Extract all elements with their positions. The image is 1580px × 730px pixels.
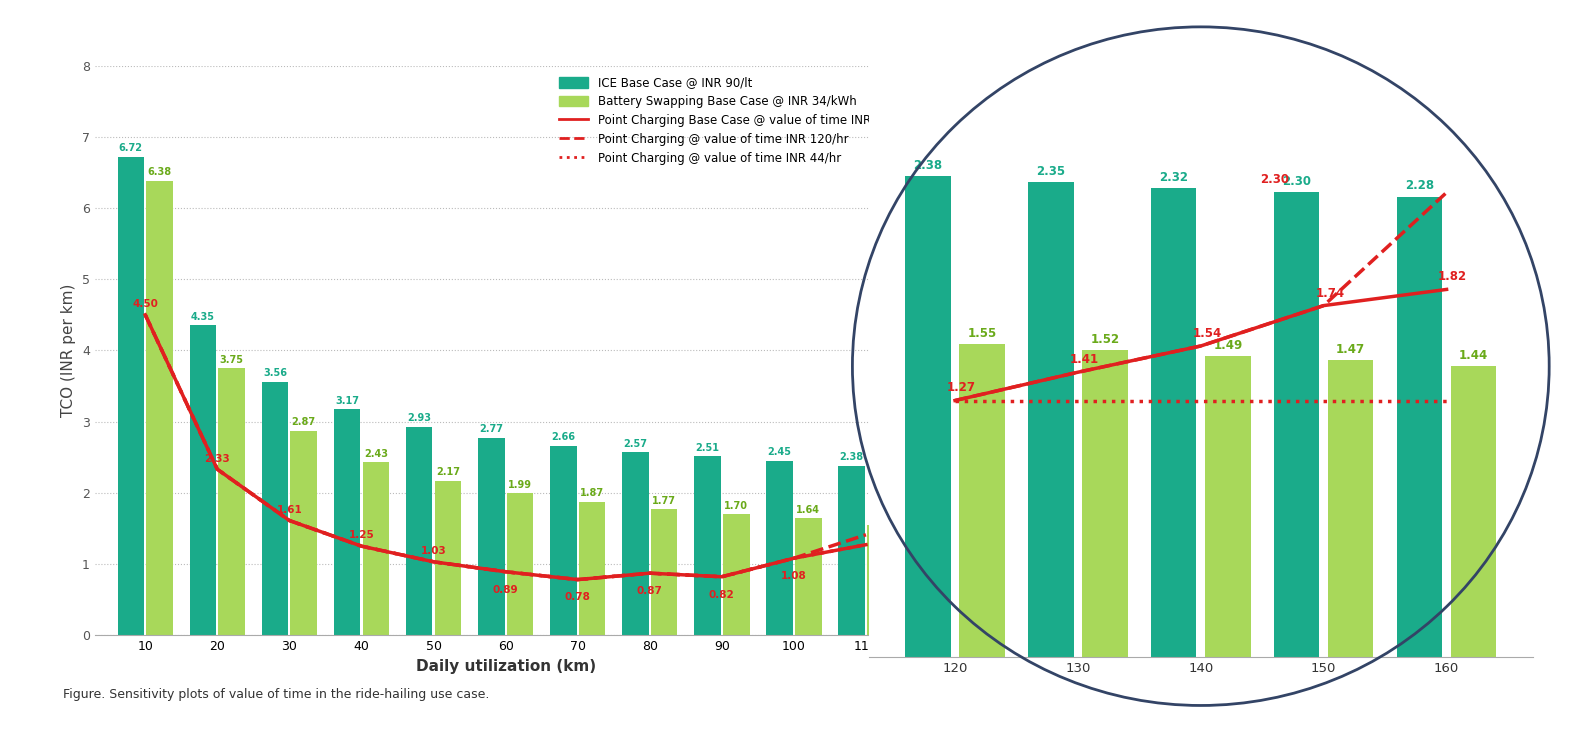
Bar — [905, 177, 951, 657]
Bar — [959, 344, 1005, 657]
Text: 2.32: 2.32 — [1160, 172, 1188, 185]
Bar — [1082, 350, 1128, 657]
Text: 1.70: 1.70 — [724, 501, 749, 510]
Bar — [867, 525, 894, 635]
Text: 1.49: 1.49 — [1213, 339, 1242, 352]
Text: 1.55: 1.55 — [967, 327, 997, 340]
Bar — [839, 466, 864, 635]
Text: 1.82: 1.82 — [1438, 270, 1468, 283]
Text: 1.27: 1.27 — [946, 382, 976, 394]
Text: 1.52: 1.52 — [1090, 333, 1120, 346]
Text: 2.66: 2.66 — [551, 432, 575, 442]
Bar — [1029, 182, 1074, 657]
Text: 1.44: 1.44 — [1458, 349, 1488, 362]
Bar — [262, 382, 288, 635]
Text: 0.89: 0.89 — [493, 585, 518, 594]
Bar — [1152, 188, 1196, 657]
Text: 1.55: 1.55 — [869, 511, 893, 521]
Y-axis label: TCO (INR per km): TCO (INR per km) — [62, 284, 76, 417]
Text: 2.45: 2.45 — [768, 447, 792, 457]
X-axis label: Daily utilization (km): Daily utilization (km) — [416, 658, 596, 674]
Bar — [507, 493, 534, 635]
Bar — [623, 452, 649, 635]
Text: 1.03: 1.03 — [420, 546, 447, 556]
Bar — [477, 438, 504, 635]
Text: 2.28: 2.28 — [1405, 180, 1435, 193]
Text: 1.41: 1.41 — [1070, 353, 1098, 366]
Text: 1.74: 1.74 — [1315, 286, 1345, 299]
Text: 1.47: 1.47 — [1337, 343, 1365, 356]
Text: 4.35: 4.35 — [191, 312, 215, 322]
Text: 6.38: 6.38 — [147, 167, 172, 177]
Bar — [694, 456, 720, 635]
Text: 0.78: 0.78 — [564, 593, 591, 602]
Text: 2.30: 2.30 — [1259, 174, 1289, 186]
Bar — [117, 157, 144, 635]
Bar — [147, 181, 172, 635]
Text: 2.33: 2.33 — [204, 453, 231, 464]
Bar — [1397, 196, 1443, 657]
Text: 0.82: 0.82 — [709, 590, 735, 599]
Text: 2.51: 2.51 — [695, 443, 719, 453]
Text: 0.87: 0.87 — [637, 586, 662, 596]
Bar — [435, 480, 461, 635]
Text: 1.87: 1.87 — [580, 488, 604, 499]
Text: 1.25: 1.25 — [349, 531, 374, 540]
Bar — [362, 462, 389, 635]
Text: 3.17: 3.17 — [335, 396, 359, 406]
Legend: ICE Base Case @ INR 90/lt, Battery Swapping Base Case @ INR 34/kWh, Point Chargi: ICE Base Case @ INR 90/lt, Battery Swapp… — [555, 72, 910, 169]
Text: 3.56: 3.56 — [262, 368, 288, 378]
Text: 2.35: 2.35 — [1036, 165, 1065, 178]
Text: 1.08: 1.08 — [781, 571, 807, 581]
Bar — [406, 426, 433, 635]
Bar — [333, 410, 360, 635]
Bar — [766, 461, 793, 635]
Text: 1.99: 1.99 — [509, 480, 532, 490]
Text: 2.17: 2.17 — [436, 467, 460, 477]
Text: 2.87: 2.87 — [292, 418, 316, 427]
Bar — [1450, 366, 1496, 657]
Text: 2.57: 2.57 — [624, 439, 648, 449]
Text: 1.77: 1.77 — [653, 496, 676, 506]
Text: 2.93: 2.93 — [408, 413, 431, 423]
Bar — [1273, 193, 1319, 657]
Text: 6.72: 6.72 — [118, 143, 142, 153]
Text: 2.38: 2.38 — [839, 452, 864, 462]
Bar — [1206, 356, 1251, 657]
Bar — [291, 431, 318, 635]
Text: 3.75: 3.75 — [220, 355, 243, 364]
Text: Figure. Sensitivity plots of value of time in the ride-hailing use case.: Figure. Sensitivity plots of value of ti… — [63, 688, 490, 701]
Text: 2.43: 2.43 — [363, 449, 387, 458]
Text: 2.38: 2.38 — [913, 159, 943, 172]
Text: 1.54: 1.54 — [1193, 327, 1221, 340]
Bar — [218, 368, 245, 635]
Text: 1.64: 1.64 — [796, 505, 820, 515]
Bar — [550, 446, 577, 635]
Bar — [651, 509, 678, 635]
Text: 1.61: 1.61 — [276, 505, 302, 515]
Bar — [190, 326, 216, 635]
Bar — [578, 502, 605, 635]
Bar — [1327, 360, 1373, 657]
Bar — [795, 518, 822, 635]
Text: 4.50: 4.50 — [133, 299, 158, 309]
Text: 2.77: 2.77 — [479, 424, 502, 434]
Bar — [724, 514, 749, 635]
Text: 2.30: 2.30 — [1281, 175, 1311, 188]
